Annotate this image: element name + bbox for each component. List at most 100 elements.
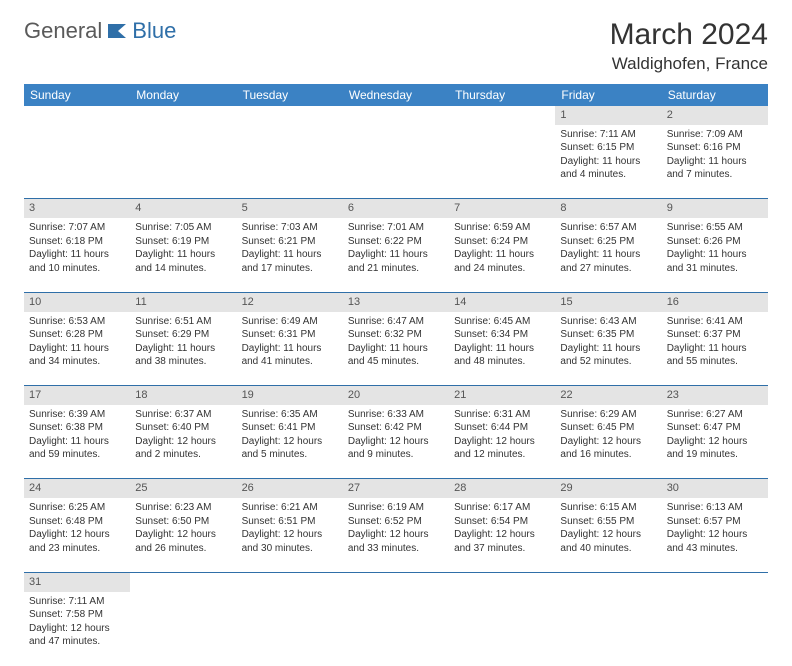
day-cell bbox=[237, 592, 343, 666]
daylight-line: Daylight: 11 hours and 41 minutes. bbox=[242, 342, 338, 369]
day-number-cell: 11 bbox=[130, 292, 236, 311]
sunrise-line: Sunrise: 6:19 AM bbox=[348, 501, 444, 515]
day-number-cell: 5 bbox=[237, 199, 343, 218]
day-number-cell bbox=[662, 572, 768, 591]
day-cell: Sunrise: 6:45 AMSunset: 6:34 PMDaylight:… bbox=[449, 312, 555, 386]
daylight-line: Daylight: 11 hours and 17 minutes. bbox=[242, 248, 338, 275]
daylight-line: Daylight: 12 hours and 16 minutes. bbox=[560, 435, 656, 462]
daylight-line: Daylight: 11 hours and 48 minutes. bbox=[454, 342, 550, 369]
day-number-cell: 17 bbox=[24, 386, 130, 405]
sunrise-line: Sunrise: 7:11 AM bbox=[560, 128, 656, 142]
day-cell bbox=[130, 125, 236, 199]
daylight-line: Daylight: 11 hours and 27 minutes. bbox=[560, 248, 656, 275]
day-cell bbox=[555, 592, 661, 666]
sunset-line: Sunset: 6:38 PM bbox=[29, 421, 125, 435]
daylight-line: Daylight: 12 hours and 26 minutes. bbox=[135, 528, 231, 555]
day-cell: Sunrise: 6:47 AMSunset: 6:32 PMDaylight:… bbox=[343, 312, 449, 386]
sunset-line: Sunset: 6:19 PM bbox=[135, 235, 231, 249]
day-cell: Sunrise: 6:35 AMSunset: 6:41 PMDaylight:… bbox=[237, 405, 343, 479]
day-number-cell: 14 bbox=[449, 292, 555, 311]
calendar-table: SundayMondayTuesdayWednesdayThursdayFrid… bbox=[24, 84, 768, 666]
sunrise-line: Sunrise: 6:27 AM bbox=[667, 408, 763, 422]
sunrise-line: Sunrise: 6:25 AM bbox=[29, 501, 125, 515]
day-cell: Sunrise: 6:53 AMSunset: 6:28 PMDaylight:… bbox=[24, 312, 130, 386]
location: Waldighofen, France bbox=[610, 54, 768, 74]
sunrise-line: Sunrise: 7:03 AM bbox=[242, 221, 338, 235]
sunrise-line: Sunrise: 6:33 AM bbox=[348, 408, 444, 422]
weekday-header: Thursday bbox=[449, 84, 555, 106]
day-number-cell: 19 bbox=[237, 386, 343, 405]
day-number-cell: 18 bbox=[130, 386, 236, 405]
sunset-line: Sunset: 6:24 PM bbox=[454, 235, 550, 249]
sunset-line: Sunset: 6:48 PM bbox=[29, 515, 125, 529]
daylight-line: Daylight: 12 hours and 12 minutes. bbox=[454, 435, 550, 462]
day-cell bbox=[24, 125, 130, 199]
day-content-row: Sunrise: 6:25 AMSunset: 6:48 PMDaylight:… bbox=[24, 498, 768, 572]
daylight-line: Daylight: 11 hours and 38 minutes. bbox=[135, 342, 231, 369]
daylight-line: Daylight: 11 hours and 45 minutes. bbox=[348, 342, 444, 369]
day-cell: Sunrise: 6:59 AMSunset: 6:24 PMDaylight:… bbox=[449, 218, 555, 292]
day-cell bbox=[130, 592, 236, 666]
daylight-line: Daylight: 11 hours and 31 minutes. bbox=[667, 248, 763, 275]
sunrise-line: Sunrise: 7:01 AM bbox=[348, 221, 444, 235]
sunset-line: Sunset: 6:57 PM bbox=[667, 515, 763, 529]
daylight-line: Daylight: 12 hours and 33 minutes. bbox=[348, 528, 444, 555]
sunrise-line: Sunrise: 6:55 AM bbox=[667, 221, 763, 235]
sunset-line: Sunset: 6:22 PM bbox=[348, 235, 444, 249]
day-cell bbox=[237, 125, 343, 199]
weekday-header-row: SundayMondayTuesdayWednesdayThursdayFrid… bbox=[24, 84, 768, 106]
daylight-line: Daylight: 12 hours and 9 minutes. bbox=[348, 435, 444, 462]
sunset-line: Sunset: 6:52 PM bbox=[348, 515, 444, 529]
day-cell bbox=[343, 592, 449, 666]
daylight-line: Daylight: 11 hours and 4 minutes. bbox=[560, 155, 656, 182]
day-number-cell: 16 bbox=[662, 292, 768, 311]
daylight-line: Daylight: 12 hours and 23 minutes. bbox=[29, 528, 125, 555]
sunrise-line: Sunrise: 6:17 AM bbox=[454, 501, 550, 515]
sunrise-line: Sunrise: 6:57 AM bbox=[560, 221, 656, 235]
day-number-cell bbox=[449, 572, 555, 591]
sunrise-line: Sunrise: 6:21 AM bbox=[242, 501, 338, 515]
day-number-cell bbox=[237, 106, 343, 125]
day-number-cell: 20 bbox=[343, 386, 449, 405]
day-number-cell bbox=[555, 572, 661, 591]
day-number-cell: 2 bbox=[662, 106, 768, 125]
day-cell bbox=[449, 125, 555, 199]
day-cell: Sunrise: 6:21 AMSunset: 6:51 PMDaylight:… bbox=[237, 498, 343, 572]
day-number-cell: 4 bbox=[130, 199, 236, 218]
day-content-row: Sunrise: 7:11 AMSunset: 6:15 PMDaylight:… bbox=[24, 125, 768, 199]
sunset-line: Sunset: 6:55 PM bbox=[560, 515, 656, 529]
sunrise-line: Sunrise: 6:59 AM bbox=[454, 221, 550, 235]
sunrise-line: Sunrise: 6:29 AM bbox=[560, 408, 656, 422]
sunset-line: Sunset: 6:50 PM bbox=[135, 515, 231, 529]
day-number-row: 24252627282930 bbox=[24, 479, 768, 498]
sunset-line: Sunset: 6:25 PM bbox=[560, 235, 656, 249]
day-cell: Sunrise: 6:37 AMSunset: 6:40 PMDaylight:… bbox=[130, 405, 236, 479]
day-cell: Sunrise: 6:23 AMSunset: 6:50 PMDaylight:… bbox=[130, 498, 236, 572]
sunset-line: Sunset: 6:21 PM bbox=[242, 235, 338, 249]
day-content-row: Sunrise: 6:39 AMSunset: 6:38 PMDaylight:… bbox=[24, 405, 768, 479]
day-number-cell bbox=[130, 106, 236, 125]
sunset-line: Sunset: 6:34 PM bbox=[454, 328, 550, 342]
day-cell: Sunrise: 6:43 AMSunset: 6:35 PMDaylight:… bbox=[555, 312, 661, 386]
daylight-line: Daylight: 12 hours and 40 minutes. bbox=[560, 528, 656, 555]
daylight-line: Daylight: 12 hours and 30 minutes. bbox=[242, 528, 338, 555]
day-cell: Sunrise: 6:33 AMSunset: 6:42 PMDaylight:… bbox=[343, 405, 449, 479]
sunrise-line: Sunrise: 6:35 AM bbox=[242, 408, 338, 422]
day-number-cell bbox=[449, 106, 555, 125]
sunset-line: Sunset: 6:35 PM bbox=[560, 328, 656, 342]
day-number-cell: 30 bbox=[662, 479, 768, 498]
day-cell: Sunrise: 7:01 AMSunset: 6:22 PMDaylight:… bbox=[343, 218, 449, 292]
sunset-line: Sunset: 6:32 PM bbox=[348, 328, 444, 342]
sunrise-line: Sunrise: 6:13 AM bbox=[667, 501, 763, 515]
sunset-line: Sunset: 6:18 PM bbox=[29, 235, 125, 249]
sunset-line: Sunset: 6:15 PM bbox=[560, 141, 656, 155]
sunset-line: Sunset: 6:28 PM bbox=[29, 328, 125, 342]
day-cell: Sunrise: 6:39 AMSunset: 6:38 PMDaylight:… bbox=[24, 405, 130, 479]
sunrise-line: Sunrise: 6:43 AM bbox=[560, 315, 656, 329]
day-cell: Sunrise: 7:07 AMSunset: 6:18 PMDaylight:… bbox=[24, 218, 130, 292]
day-content-row: Sunrise: 7:11 AMSunset: 7:58 PMDaylight:… bbox=[24, 592, 768, 666]
sunrise-line: Sunrise: 6:37 AM bbox=[135, 408, 231, 422]
day-number-cell bbox=[24, 106, 130, 125]
day-number-cell: 1 bbox=[555, 106, 661, 125]
sunrise-line: Sunrise: 6:15 AM bbox=[560, 501, 656, 515]
